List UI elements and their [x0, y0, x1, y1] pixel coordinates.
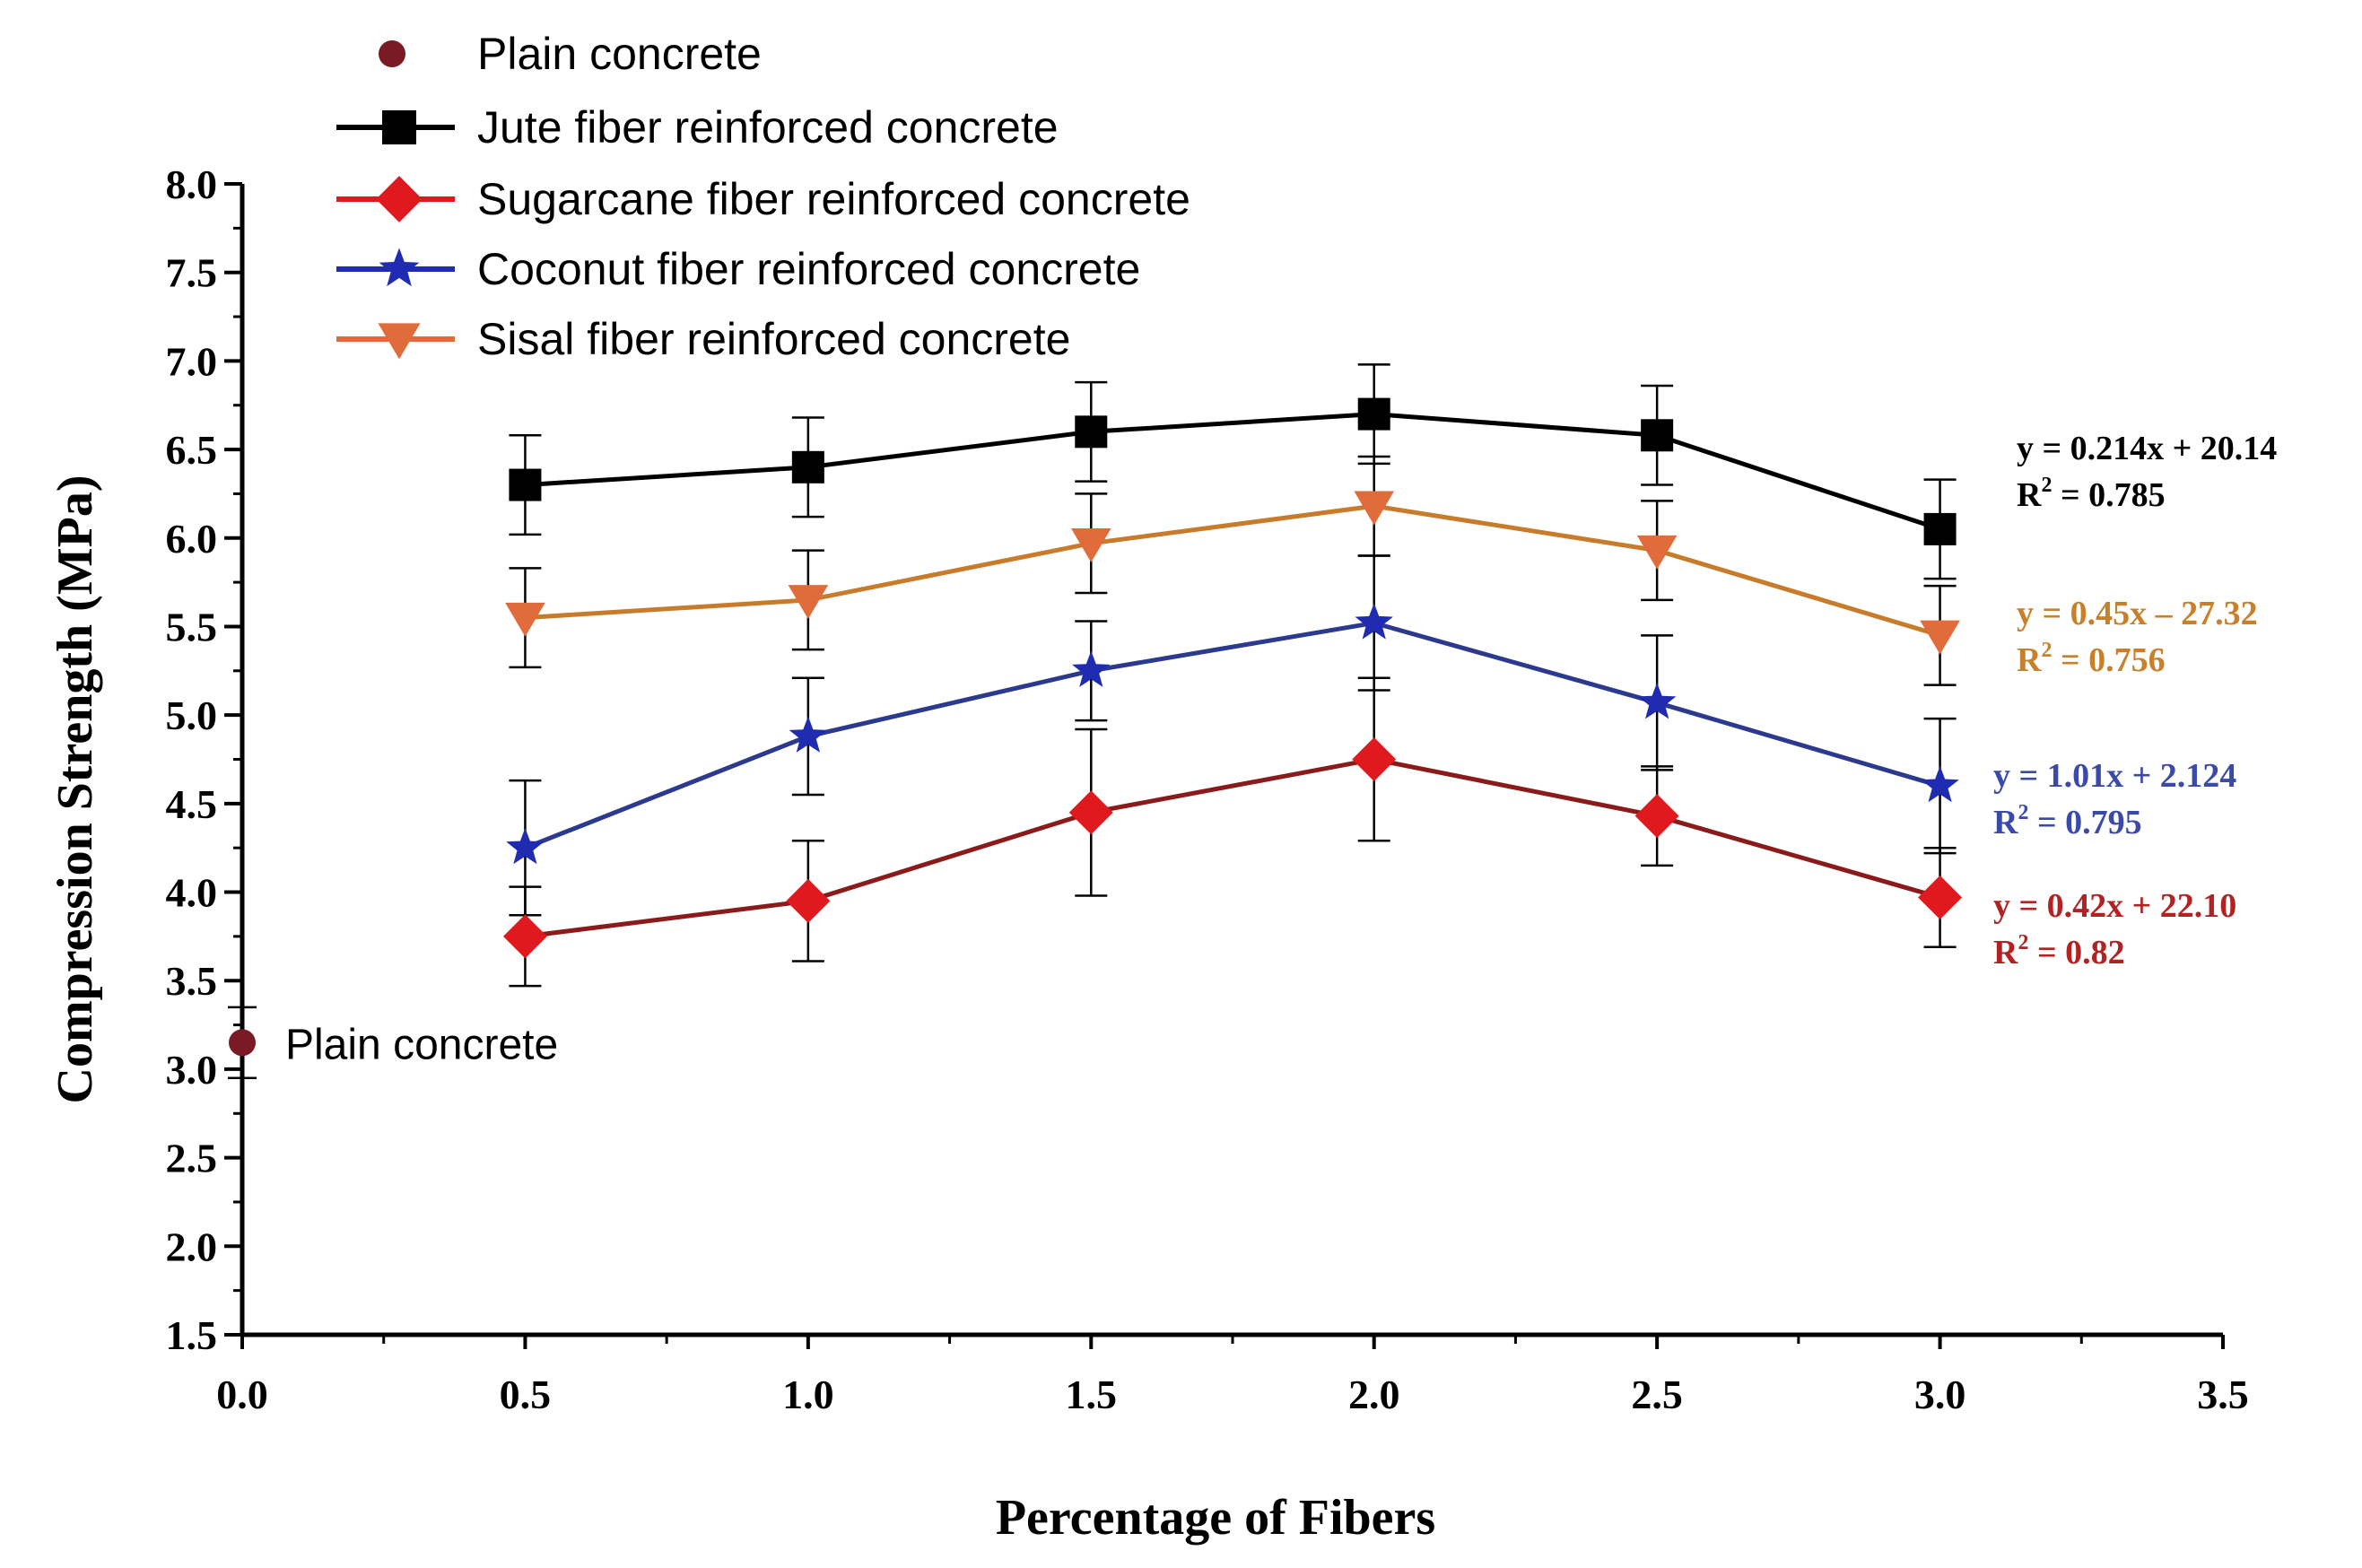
r-squared-symbol: R [1993, 934, 2018, 971]
data-point-square [509, 468, 542, 501]
equation-0: y = 0.214x + 20.14 [2017, 430, 2277, 467]
y-tick-label: 1.5 [166, 1312, 218, 1358]
x-tick-label: 3.5 [2197, 1372, 2249, 1417]
y-tick-label: 7.0 [166, 338, 218, 384]
y-tick-label: 2.5 [166, 1136, 218, 1181]
legend-label-1: Sugarcane fiber reinforced concrete [477, 174, 1190, 224]
data-point-triangle-down [505, 602, 545, 637]
data-point-square [1357, 397, 1390, 431]
legend: Plain concrete Jute fiber reinforced conc… [336, 29, 1190, 364]
data-point-diamond [786, 878, 831, 923]
r-squared-symbol: R [2017, 476, 2042, 514]
r-squared-1: R2 = 0.82 [1993, 931, 2125, 971]
data-point-square [791, 450, 824, 483]
data-point-triangle-down [1354, 491, 1395, 526]
equation-2: y = 1.01x + 2.124 [1993, 757, 2236, 795]
data-point-triangle-down [1920, 620, 1960, 655]
series-markers: Plain concrete [228, 397, 1963, 1080]
legend-marker-diamond [376, 176, 423, 222]
y-tick-label: 3.0 [166, 1047, 218, 1093]
data-point-triangle-down [788, 585, 829, 620]
r-squared-exponent: 2 [2041, 639, 2052, 662]
r-squared-exponent: 2 [2018, 801, 2028, 824]
r-squared-symbol: R [1993, 804, 2018, 841]
y-tick-label: 2.0 [166, 1224, 218, 1269]
r-squared-0: R2 = 0.785 [2017, 474, 2166, 514]
data-point-star [789, 716, 828, 753]
r-squared-symbol: R [2017, 641, 2042, 679]
x-tick-label: 0.0 [216, 1372, 268, 1417]
y-axis-label: Compression Strength (MPa) [48, 475, 103, 1103]
y-tick-label: 5.0 [166, 693, 218, 738]
data-point-triangle-down [1070, 527, 1111, 562]
equation-3: y = 0.45x – 27.32 [2017, 595, 2258, 632]
y-tick-label: 4.0 [166, 870, 218, 916]
r-squared-value: = 0.785 [2052, 476, 2165, 514]
series-line-3 [525, 503, 1941, 638]
legend-label-2: Coconut fiber reinforced concrete [477, 244, 1140, 294]
series-line-1 [525, 756, 1941, 939]
y-tick-label: 6.0 [166, 516, 218, 562]
x-tick-label: 1.5 [1066, 1372, 1118, 1417]
r-squared-value: = 0.795 [2028, 804, 2141, 841]
legend-marker-star [379, 248, 420, 287]
legend-marker-square [382, 110, 416, 144]
data-point-diamond [1634, 794, 1679, 839]
data-point-diamond [1352, 737, 1397, 781]
equation-1: y = 0.42x + 22.10 [1993, 887, 2236, 925]
x-tick-label: 2.0 [1348, 1372, 1400, 1417]
data-point-star [1637, 683, 1677, 719]
legend-label-0: Jute fiber reinforced concrete [477, 102, 1059, 152]
data-point-star [1072, 650, 1111, 687]
legend-label-plain: Plain concrete [477, 29, 762, 79]
y-tick-label: 7.5 [166, 250, 218, 296]
plain-concrete-label: Plain concrete [285, 1021, 558, 1068]
r-squared-exponent: 2 [2018, 931, 2028, 954]
y-tick-label: 3.5 [166, 958, 218, 1004]
r-squared-exponent: 2 [2041, 474, 2052, 497]
x-tick-label: 0.5 [500, 1372, 552, 1417]
r-squared-2: R2 = 0.795 [1993, 801, 2142, 841]
y-tick-label: 8.0 [166, 161, 218, 207]
data-point-triangle-down [1636, 535, 1678, 570]
data-point-square [1923, 512, 1957, 545]
legend-label-3: Sisal fiber reinforced concrete [477, 314, 1070, 364]
data-point-diamond [1068, 790, 1113, 835]
data-point-square [1075, 415, 1108, 449]
r-squared-value: = 0.756 [2052, 641, 2165, 679]
r-squared-3: R2 = 0.756 [2017, 639, 2166, 679]
x-tick-label: 2.5 [1631, 1372, 1683, 1417]
data-point-diamond [1918, 875, 1963, 919]
legend-marker-triangle-down [378, 323, 421, 360]
data-point-star [506, 827, 545, 865]
series-line-2 [524, 620, 1941, 850]
y-tick-label: 5.5 [166, 604, 218, 649]
r-squared-value: = 0.82 [2028, 934, 2124, 971]
data-point-star [1921, 765, 1959, 803]
axis-ticks: 0.0 0.5 1.0 1.5 2.0 2.5 3.0 3.5 1.5 2.0 2.5 3.0 3.5 4… [166, 161, 2249, 1417]
x-axis-label: Percentage of Fibers [996, 1490, 1435, 1546]
y-tick-label: 6.5 [166, 427, 218, 473]
x-tick-label: 3.0 [1914, 1372, 1966, 1417]
data-point-diamond [502, 914, 547, 959]
legend-marker-plain [379, 40, 405, 67]
x-tick-label: 1.0 [782, 1372, 834, 1417]
data-point-star [1355, 603, 1393, 640]
data-point-square [1641, 419, 1674, 452]
series-line-0 [525, 412, 1941, 532]
y-tick-label: 4.5 [166, 781, 218, 827]
plain-concrete-point [229, 1029, 256, 1057]
series-lines [509, 363, 1957, 988]
